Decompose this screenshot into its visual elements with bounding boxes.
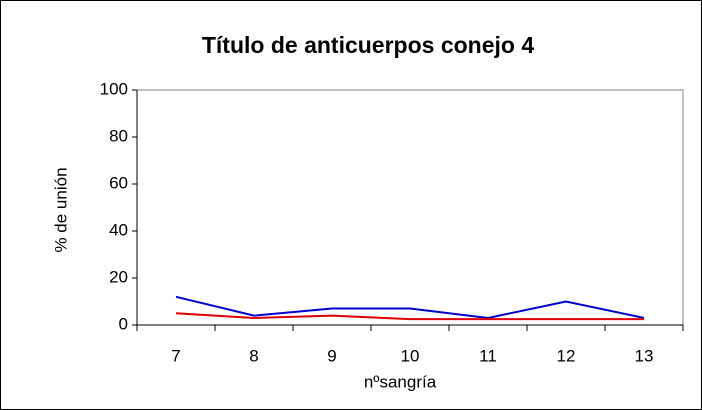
x-tick-label: 9 [327, 346, 336, 365]
y-tick-label: 60 [109, 173, 128, 192]
y-tick-label: 20 [109, 267, 128, 286]
x-axis-label: nºsangría [364, 372, 437, 391]
y-tick-label: 80 [109, 126, 128, 145]
chart-title: Título de anticuerpos conejo 4 [202, 32, 534, 58]
plot-area [136, 89, 684, 326]
x-tick-label: 7 [171, 346, 180, 365]
x-tick-label: 10 [401, 346, 420, 365]
data-line [175, 312, 644, 321]
y-tick-label: 0 [119, 314, 128, 333]
y-axis-label: % de unión [51, 167, 70, 252]
x-tick-label: 11 [479, 346, 497, 365]
y-tick-label: 100 [100, 79, 128, 98]
x-tick-label: 12 [557, 346, 576, 365]
x-tick-label: 13 [635, 346, 654, 365]
y-tick-label: 40 [109, 220, 128, 239]
data-line [175, 295, 645, 319]
x-tick-label: 8 [249, 346, 258, 365]
